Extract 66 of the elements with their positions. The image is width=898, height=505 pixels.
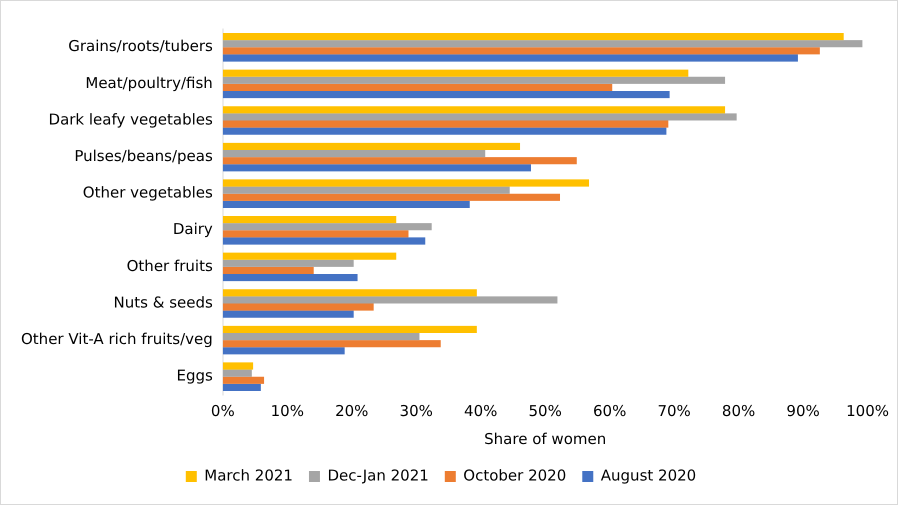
bar xyxy=(222,266,314,274)
y-tick-label: Meat/poultry/fish xyxy=(85,74,213,92)
bar xyxy=(222,370,252,377)
bar xyxy=(222,128,666,135)
x-tick-label: 100% xyxy=(846,402,890,420)
y-tick-label: Other Vit-A rich fruits/veg xyxy=(20,330,213,348)
legend-label: March 2021 xyxy=(204,466,293,484)
x-tick-label: 30% xyxy=(400,402,433,420)
bar xyxy=(222,40,862,48)
y-tick-label: Other vegetables xyxy=(82,184,213,202)
x-tick-label: 50% xyxy=(528,402,562,420)
x-tick-label: 80% xyxy=(722,402,756,420)
bar xyxy=(222,340,441,348)
bar xyxy=(222,223,432,230)
bar xyxy=(222,252,396,260)
bar xyxy=(222,91,670,98)
bar xyxy=(222,332,420,340)
bar xyxy=(222,260,354,267)
bar xyxy=(222,376,264,384)
bar xyxy=(222,230,408,238)
bar xyxy=(222,84,612,92)
bar xyxy=(222,113,737,120)
x-tick-label: 70% xyxy=(657,402,691,420)
bar xyxy=(222,150,486,158)
bar xyxy=(222,106,726,114)
x-tick-label: 90% xyxy=(786,402,820,420)
legend-label: August 2020 xyxy=(600,466,696,484)
bar xyxy=(222,120,668,128)
bar xyxy=(222,164,531,172)
bar xyxy=(222,186,510,194)
bar xyxy=(222,237,426,245)
y-tick-label: Pulses/beans/peas xyxy=(74,146,213,165)
y-tick-label: Dairy xyxy=(172,220,213,238)
bar xyxy=(222,33,844,40)
x-tick-label: 0% xyxy=(210,402,235,420)
bar xyxy=(222,216,396,224)
bar xyxy=(222,274,358,282)
bar xyxy=(222,194,560,201)
y-tick-label: Eggs xyxy=(176,366,213,385)
bar xyxy=(222,142,520,150)
bar xyxy=(222,70,688,77)
bar xyxy=(222,54,798,62)
x-tick-label: 40% xyxy=(464,402,498,420)
bar xyxy=(222,362,254,370)
x-tick-label: 60% xyxy=(592,402,626,420)
y-tick-label: Other fruits xyxy=(126,256,213,275)
bar xyxy=(222,310,354,318)
bar xyxy=(222,296,558,304)
bar xyxy=(222,157,577,164)
y-tick-label: Grains/roots/tubers xyxy=(68,37,213,56)
bar xyxy=(222,304,374,311)
x-axis-title: Share of women xyxy=(484,430,606,448)
bar xyxy=(222,179,590,187)
bar xyxy=(222,384,261,391)
x-tick-label: 20% xyxy=(335,402,368,420)
bar xyxy=(222,76,726,84)
bar xyxy=(222,326,477,333)
bar xyxy=(222,200,470,208)
bar xyxy=(222,347,345,354)
bar xyxy=(222,47,820,54)
x-tick-label: 10% xyxy=(270,402,304,420)
bar xyxy=(222,289,477,296)
legend-label: October 2020 xyxy=(463,466,566,484)
y-tick-label: Dark leafy vegetables xyxy=(48,110,213,128)
y-tick-label: Nuts & seeds xyxy=(114,293,213,312)
legend-label: Dec-Jan 2021 xyxy=(327,466,429,484)
